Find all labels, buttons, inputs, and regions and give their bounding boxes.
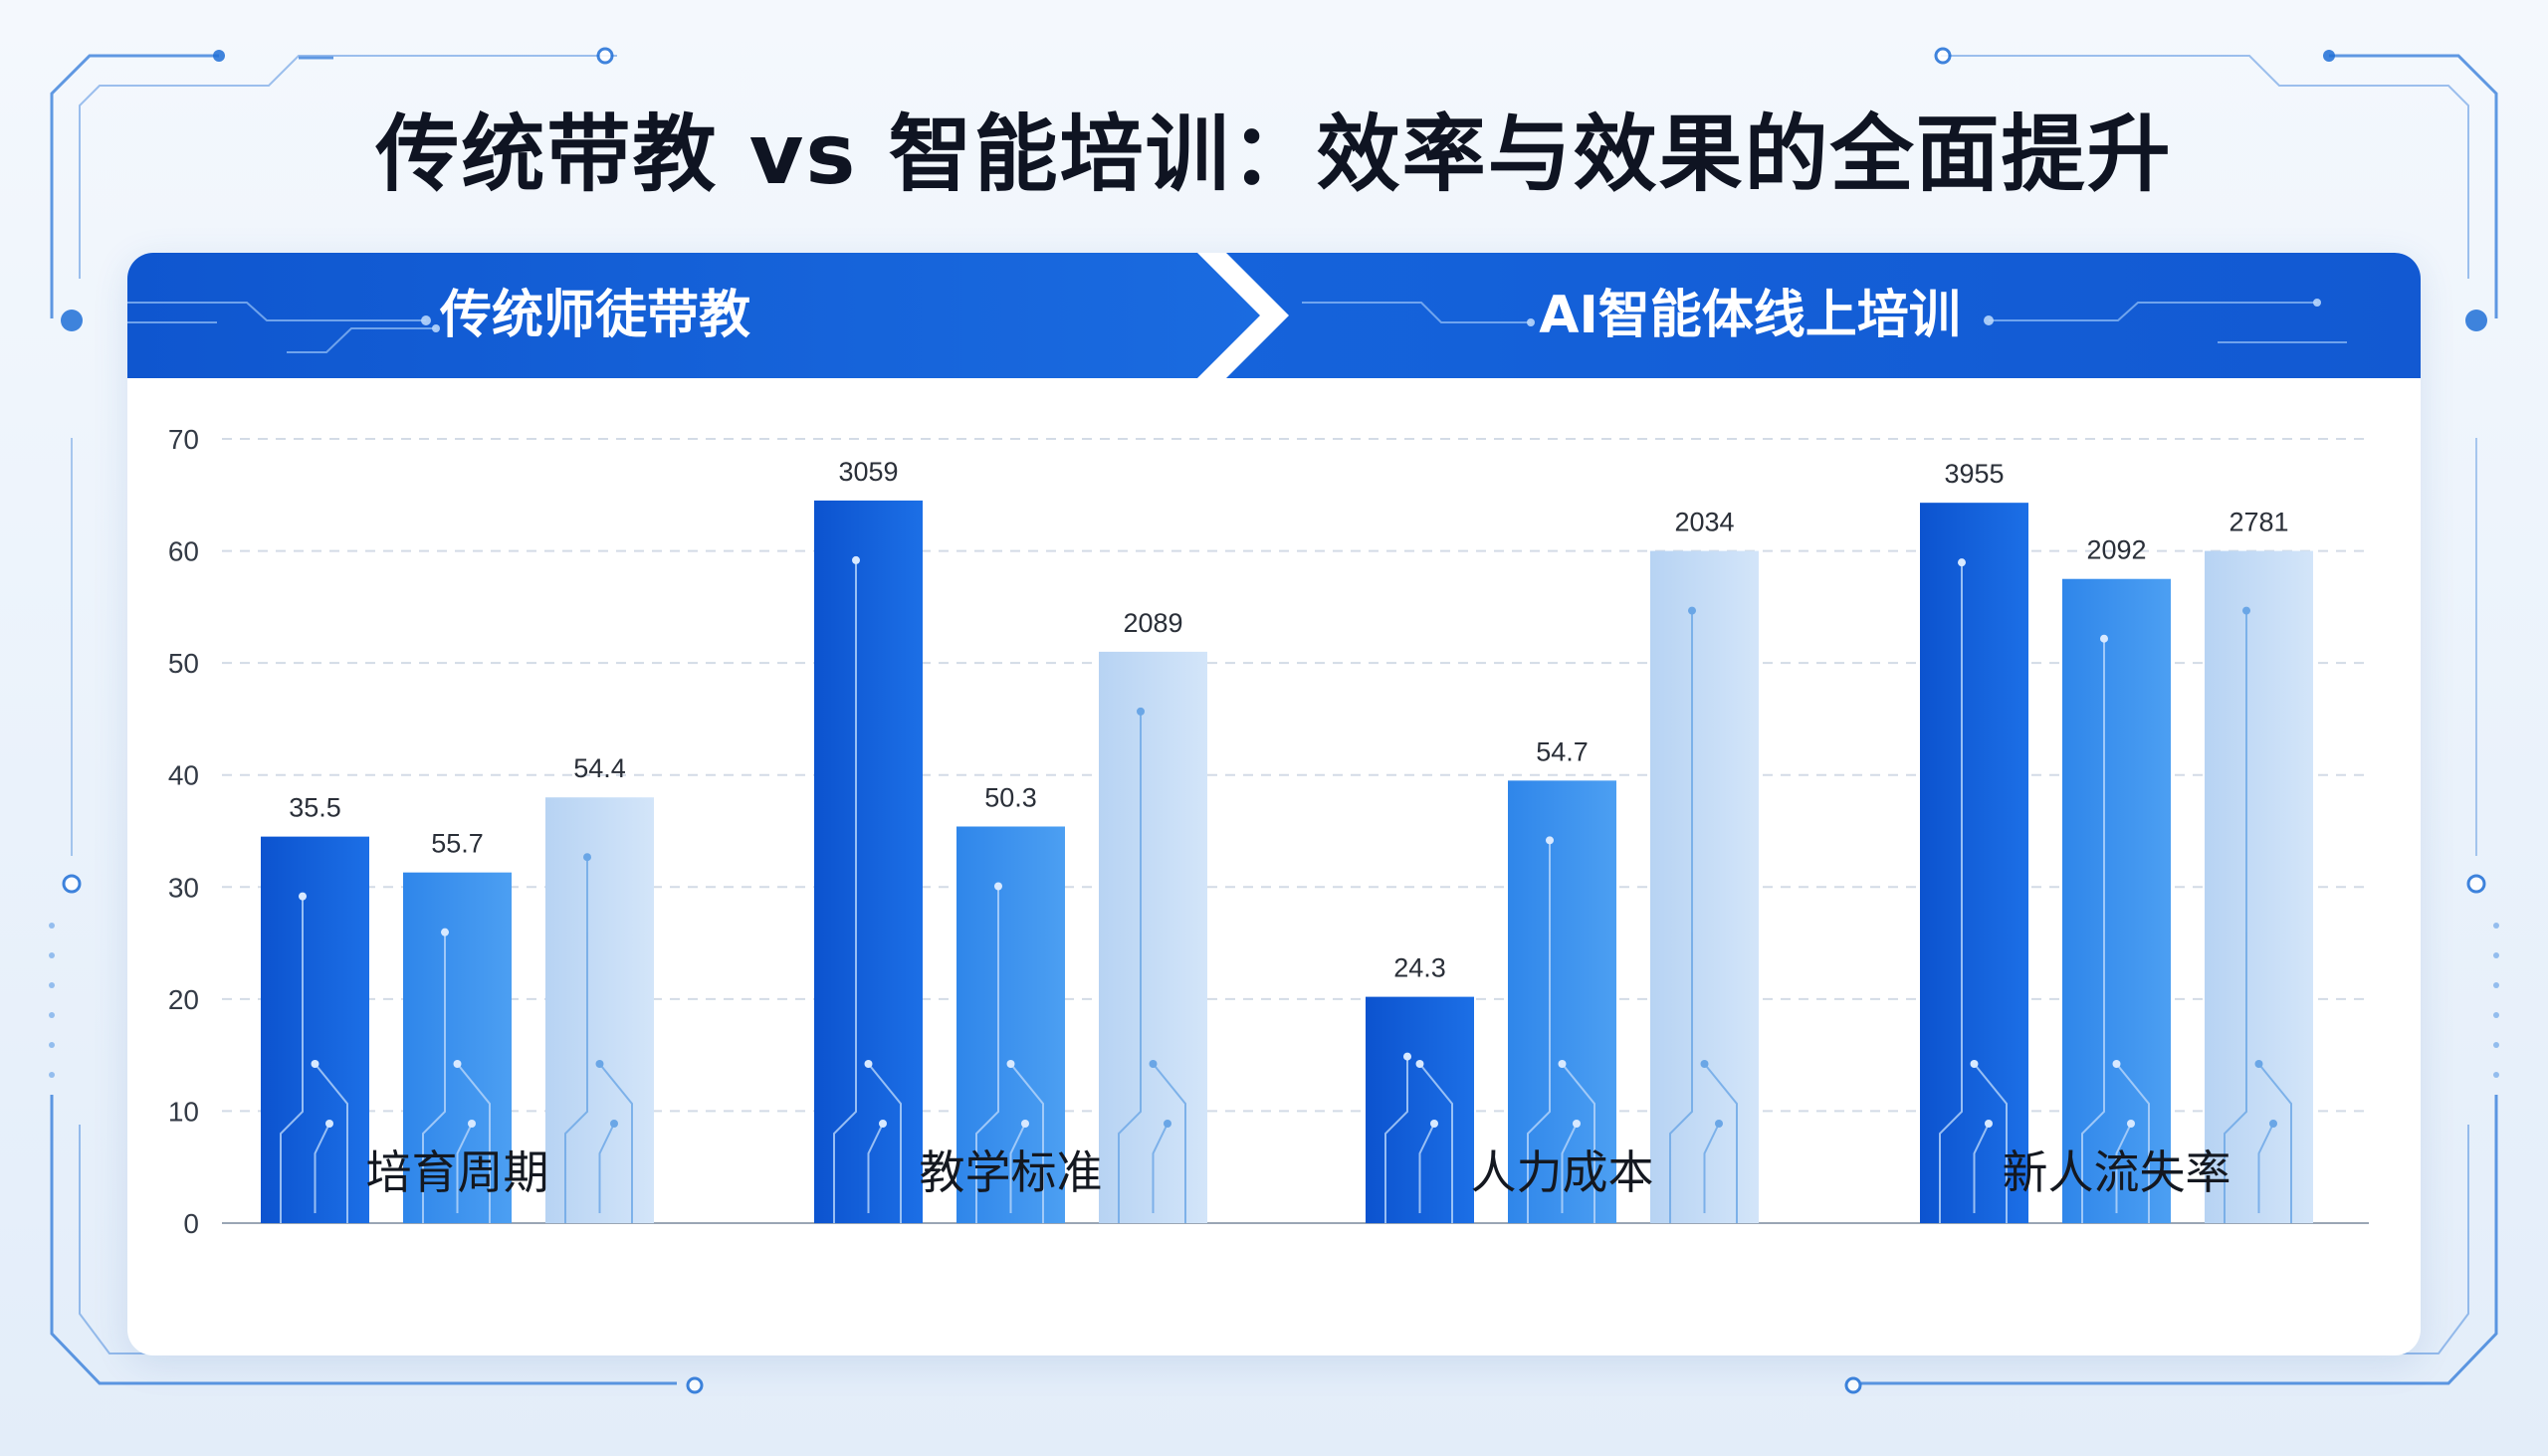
data-label: 3955 [1944,459,2004,489]
bar-circuit-dot [1164,1120,1171,1128]
bar-circuit-dot [1021,1120,1029,1128]
bar-circuit-dot [441,928,449,936]
bar [2062,578,2171,1223]
bar-circuit-dot [1558,1060,1567,1068]
bar-circuit-dot [1970,1060,1979,1068]
bar-circuit-dot [1430,1120,1438,1128]
bar-circuit-trace [975,886,1044,1223]
bar-circuit-dot [994,882,1002,891]
bar-circuit-dot [852,555,860,564]
bar-circuit-dot [2242,606,2250,615]
data-label: 50.3 [984,782,1037,812]
x-category-label: 教学标准 [920,1146,1103,1198]
page-title: 传统带教 vs 智能培训：效率与效果的全面提升 [375,105,2173,203]
bar-circuit-dot [583,853,591,862]
bar-circuit-dot [1546,836,1554,845]
bar-circuit-dot [1715,1120,1723,1128]
data-label: 54.4 [573,753,626,783]
y-tick-label: 30 [168,872,199,903]
comparison-panel: 传统师徒带教 AI智能体线上培训 0 10 20 30 40 50 60 70 35.5 55.7… [127,253,2421,1355]
bar-circuit-dot [879,1120,887,1128]
bar-circuit-trace [280,896,348,1223]
bar-circuit-dot [595,1060,604,1068]
bar-circuit-trace [1384,1056,1453,1223]
header-banner [127,253,2421,378]
y-tick-label: 0 [183,1208,199,1239]
bar-circuit-dot [610,1120,618,1128]
y-tick-label: 50 [168,648,199,679]
y-tick-label: 40 [168,760,199,791]
y-tick-label: 70 [168,424,199,455]
bar-circuit-trace [2224,610,2292,1223]
y-tick-label: 60 [168,536,199,567]
bar-circuit-dot [1137,707,1145,716]
bar-circuit-dot [1415,1060,1424,1068]
data-label: 24.3 [1393,953,1446,983]
bar-circuit-dot [2127,1120,2135,1128]
bar [1650,550,1759,1223]
bar-circuit-dot [864,1060,873,1068]
bar-circuit-dot [311,1060,319,1068]
data-label: 35.5 [289,793,341,823]
data-label: 54.7 [1536,736,1589,766]
data-label: 2781 [2229,508,2288,537]
data-label: 2092 [2086,535,2146,565]
bar-circuit-dot [1403,1052,1411,1061]
x-category-label: 培育周期 [366,1146,549,1198]
bar-circuit-dot [1573,1120,1581,1128]
data-label: 3059 [838,457,898,487]
y-tick-label: 10 [168,1096,199,1127]
bar [1099,651,1207,1223]
banner-left-segment [127,253,1260,378]
bar-circuit-dot [2100,634,2108,643]
bar-circuit-dot [2254,1060,2263,1068]
banner-chevron-icon [1205,253,1282,378]
bar-circuit-dot [1149,1060,1158,1068]
bar-circuit-trace [1669,610,1738,1223]
bar-circuit-trace [422,932,491,1223]
bar-circuit-dot [299,892,307,901]
bar [814,500,923,1223]
bar-circuit-dot [468,1120,476,1128]
bar-circuit-dot [1688,606,1696,615]
bar-circuit-trace [833,559,902,1223]
bar-circuit-dot [2269,1120,2277,1128]
y-tick-label: 20 [168,984,199,1015]
banner-left-label: 传统师徒带教 [439,286,750,345]
bar [1920,503,2028,1223]
bar-circuit-trace [1527,840,1595,1223]
bar-circuit-dot [325,1120,333,1128]
banner-circuit-lines [127,302,2347,353]
bar-circuit-trace [1939,562,2008,1223]
data-label: 55.7 [431,829,484,859]
data-label: 2034 [1674,508,1734,537]
bar [1508,780,1616,1223]
bar-circuit-dot [1700,1060,1709,1068]
banner-right-segment [1226,253,2421,378]
bar-circuit-dot [1958,558,1966,567]
bar-circuit-dot [1985,1120,1993,1128]
bar-circuit-trace [564,857,633,1223]
bar-chart: 0 10 20 30 40 50 60 70 35.5 55.7 54.4 培育周期 3059 50.3 2… [168,424,2369,1239]
bar-circuit-trace [2081,638,2150,1223]
banner-right-label: AI智能体线上培训 [1539,286,1961,345]
x-category-label: 新人流失率 [2003,1146,2231,1198]
bar-circuit-dot [2112,1060,2121,1068]
data-label: 2089 [1123,608,1182,638]
x-category-label: 人力成本 [1471,1146,1654,1198]
bar-circuit-dot [1006,1060,1015,1068]
bar-circuit-trace [1118,711,1186,1223]
bar-circuit-dot [453,1060,462,1068]
bar [2205,550,2313,1223]
